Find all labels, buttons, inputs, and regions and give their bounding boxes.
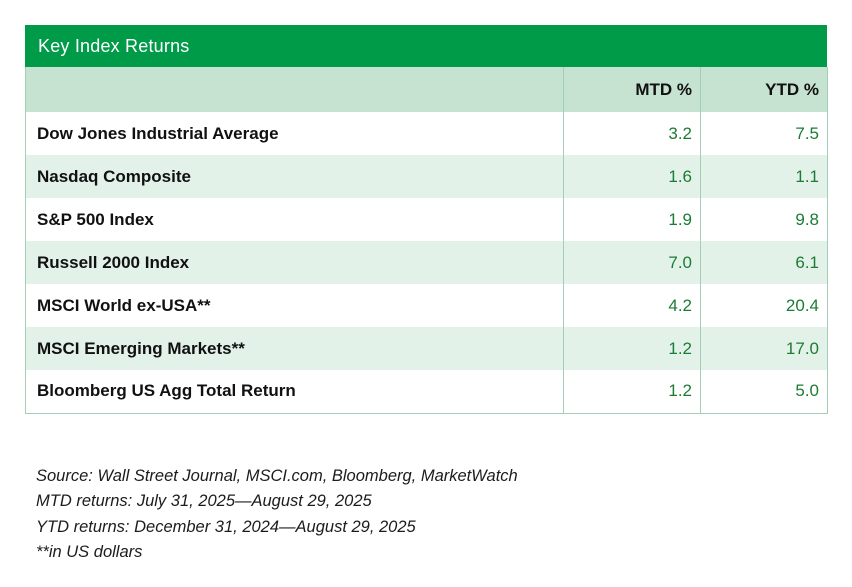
header-row: MTD % YTD %: [25, 67, 828, 112]
column-header-mtd: MTD %: [563, 67, 701, 112]
ytd-value: 20.4: [700, 284, 828, 327]
index-name: Russell 2000 Index: [37, 252, 190, 272]
ytd-value: 17.0: [700, 327, 828, 370]
table-row: Nasdaq Composite 1.6 1.1: [25, 155, 828, 198]
table-row: MSCI Emerging Markets** 1.2 17.0: [25, 327, 828, 370]
footnote-ytd-range: YTD returns: December 31, 2024—August 29…: [36, 517, 416, 536]
table-title: Key Index Returns: [38, 35, 190, 56]
ytd-value: 9.8: [700, 198, 828, 241]
index-name: Bloomberg US Agg Total Return: [37, 381, 296, 401]
table-title-bar: Key Index Returns: [25, 25, 827, 67]
mtd-value: 4.2: [563, 284, 701, 327]
footnote-source: Source: Wall Street Journal, MSCI.com, B…: [36, 467, 518, 485]
table-row: MSCI World ex-USA** 4.2 20.4: [25, 284, 828, 327]
mtd-value: 7.0: [563, 241, 701, 284]
footnote-mtd-range: MTD returns: July 31, 2025—August 29, 20…: [36, 492, 372, 511]
mtd-value: 3.2: [563, 112, 701, 155]
mtd-value: 1.6: [563, 155, 701, 198]
ytd-value: 5.0: [700, 370, 828, 413]
table-header: MTD % YTD %: [25, 67, 828, 112]
table-body: Dow Jones Industrial Average 3.2 7.5 Nas…: [25, 112, 828, 413]
returns-table: MTD % YTD % Dow Jones Industrial Average…: [25, 67, 828, 414]
mtd-value: 1.2: [563, 327, 701, 370]
table-row: Bloomberg US Agg Total Return 1.2 5.0: [25, 370, 828, 413]
table-row: S&P 500 Index 1.9 9.8: [25, 198, 828, 241]
index-name: S&P 500 Index: [37, 209, 154, 229]
ytd-value: 6.1: [700, 241, 828, 284]
ytd-value: 1.1: [700, 155, 828, 198]
index-name: MSCI World ex-USA**: [37, 295, 211, 315]
ytd-value: 7.5: [700, 112, 828, 155]
column-header-index: [25, 67, 564, 112]
mtd-value: 1.2: [563, 370, 701, 413]
table-row: Dow Jones Industrial Average 3.2 7.5: [25, 112, 828, 155]
footnote-currency: **in US dollars: [36, 543, 143, 562]
index-name: Nasdaq Composite: [37, 166, 191, 186]
mtd-value: 1.9: [563, 198, 701, 241]
column-header-ytd: YTD %: [700, 67, 828, 112]
key-index-returns-card: Key Index Returns MTD % YTD % Dow Jones …: [25, 25, 828, 414]
table-row: Russell 2000 Index 7.0 6.1: [25, 241, 828, 284]
index-name: MSCI Emerging Markets**: [37, 338, 245, 358]
footnotes: Source: Wall Street Journal, MSCI.com, B…: [36, 464, 518, 566]
index-name: Dow Jones Industrial Average: [37, 123, 279, 143]
